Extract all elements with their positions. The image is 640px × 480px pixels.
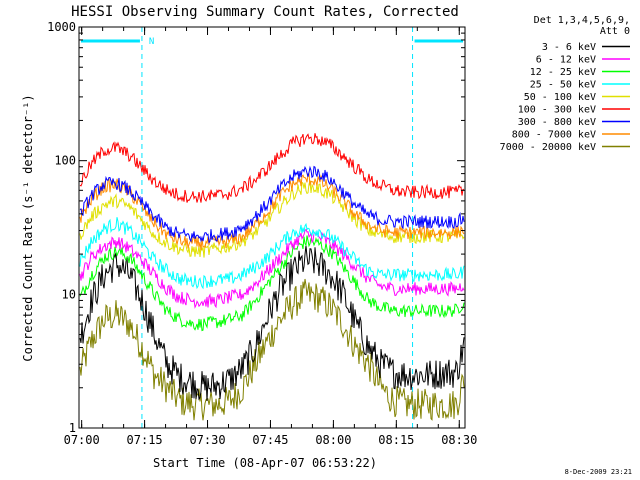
x-tick-label: 07:00	[64, 433, 100, 447]
series-line-3	[79, 217, 465, 290]
y-axis-label: Corrected Count Rate (s⁻¹ detector⁻¹)	[21, 94, 35, 361]
x-tick-label: 08:30	[441, 433, 477, 447]
legend-label: 3 - 6 keV	[542, 42, 596, 53]
series-line-4	[79, 180, 465, 258]
timestamp: 8-Dec-2009 23:21	[565, 468, 632, 476]
legend-label: 300 - 800 keV	[518, 117, 596, 128]
legend-label: 50 - 100 keV	[524, 92, 596, 103]
series-line-5	[79, 133, 465, 203]
x-tick-label: 07:15	[127, 433, 163, 447]
x-axis-label: Start Time (08-Apr-07 06:53:22)	[153, 456, 377, 470]
legend-label: 25 - 50 keV	[530, 80, 596, 91]
legend-label: 100 - 300 keV	[518, 105, 596, 116]
plot-area: N	[78, 27, 466, 428]
legend-header-line-2: Att 0	[600, 26, 630, 37]
series-line-7	[79, 173, 465, 251]
plot-frame	[78, 26, 466, 429]
x-tick-label: 08:15	[378, 433, 414, 447]
series-line-6	[79, 165, 465, 244]
y-axis: 1 10 100 1000	[47, 20, 465, 435]
series-line-0	[79, 245, 465, 402]
y-tick-label: 1000	[47, 20, 76, 34]
y-tick-label: 1	[69, 421, 76, 435]
legend: Det 1,3,4,5,6,9, Att 0 3 - 6 keV 6 - 12 k…	[500, 15, 630, 153]
series-line-2	[79, 235, 465, 332]
y-tick-label: 100	[54, 154, 76, 168]
x-axis: 07:00 07:15 07:30 07:45 08:00 08:15 08:30	[64, 27, 477, 447]
x-tick-label: 08:00	[315, 433, 351, 447]
legend-header-line-1: Det 1,3,4,5,6,9,	[534, 15, 630, 26]
series-line-8	[79, 278, 465, 421]
x-tick-label: 07:30	[189, 433, 225, 447]
legend-label: 800 - 7000 keV	[512, 130, 596, 141]
legend-label: 12 - 25 keV	[530, 67, 596, 78]
x-tick-label: 07:45	[252, 433, 288, 447]
series-line-1	[79, 228, 465, 309]
legend-label: 6 - 12 keV	[536, 55, 596, 66]
night-flag-label: N	[149, 37, 154, 47]
legend-label: 7000 - 20000 keV	[500, 142, 596, 153]
y-tick-label: 10	[62, 287, 76, 301]
chart-title: HESSI Observing Summary Count Rates, Cor…	[71, 4, 459, 20]
